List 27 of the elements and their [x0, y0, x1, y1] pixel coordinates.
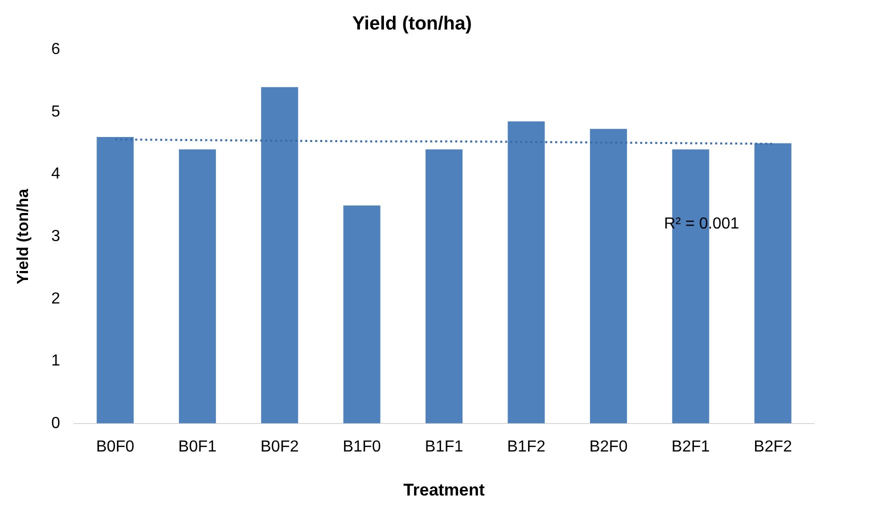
- y-axis-title: Yield (ton/ha: [15, 188, 32, 284]
- x-tick-label: B1F1: [424, 438, 464, 456]
- y-tick-label: 1: [51, 352, 60, 370]
- x-tick-label: B2F0: [589, 438, 628, 456]
- x-tick-label: B0F1: [178, 438, 217, 456]
- y-tick-label: 0: [51, 414, 60, 432]
- x-tick-label: B1F2: [507, 438, 546, 456]
- y-tick-label: 3: [51, 228, 60, 246]
- y-tick-label: 2: [51, 290, 60, 308]
- x-tick-label: B0F0: [96, 438, 134, 456]
- bar: [261, 87, 298, 424]
- bar: [343, 205, 380, 424]
- bar: [178, 149, 216, 424]
- chart-title: Yield (ton/ha): [352, 14, 472, 35]
- bar: [754, 143, 792, 424]
- y-tick-label: 6: [51, 41, 60, 58]
- y-tick-label: 5: [51, 103, 60, 120]
- bar: [590, 128, 627, 424]
- x-tick-label: B2F2: [754, 438, 792, 456]
- y-tick-label: 4: [51, 166, 60, 183]
- x-axis-title: Treatment: [403, 480, 486, 500]
- x-tick-label: B1F0: [342, 438, 382, 456]
- x-tick-label: B0F2: [260, 438, 299, 456]
- bar: [426, 149, 463, 424]
- x-tick-label: B2F1: [672, 438, 710, 456]
- bar: [96, 136, 134, 424]
- bar: [508, 121, 545, 424]
